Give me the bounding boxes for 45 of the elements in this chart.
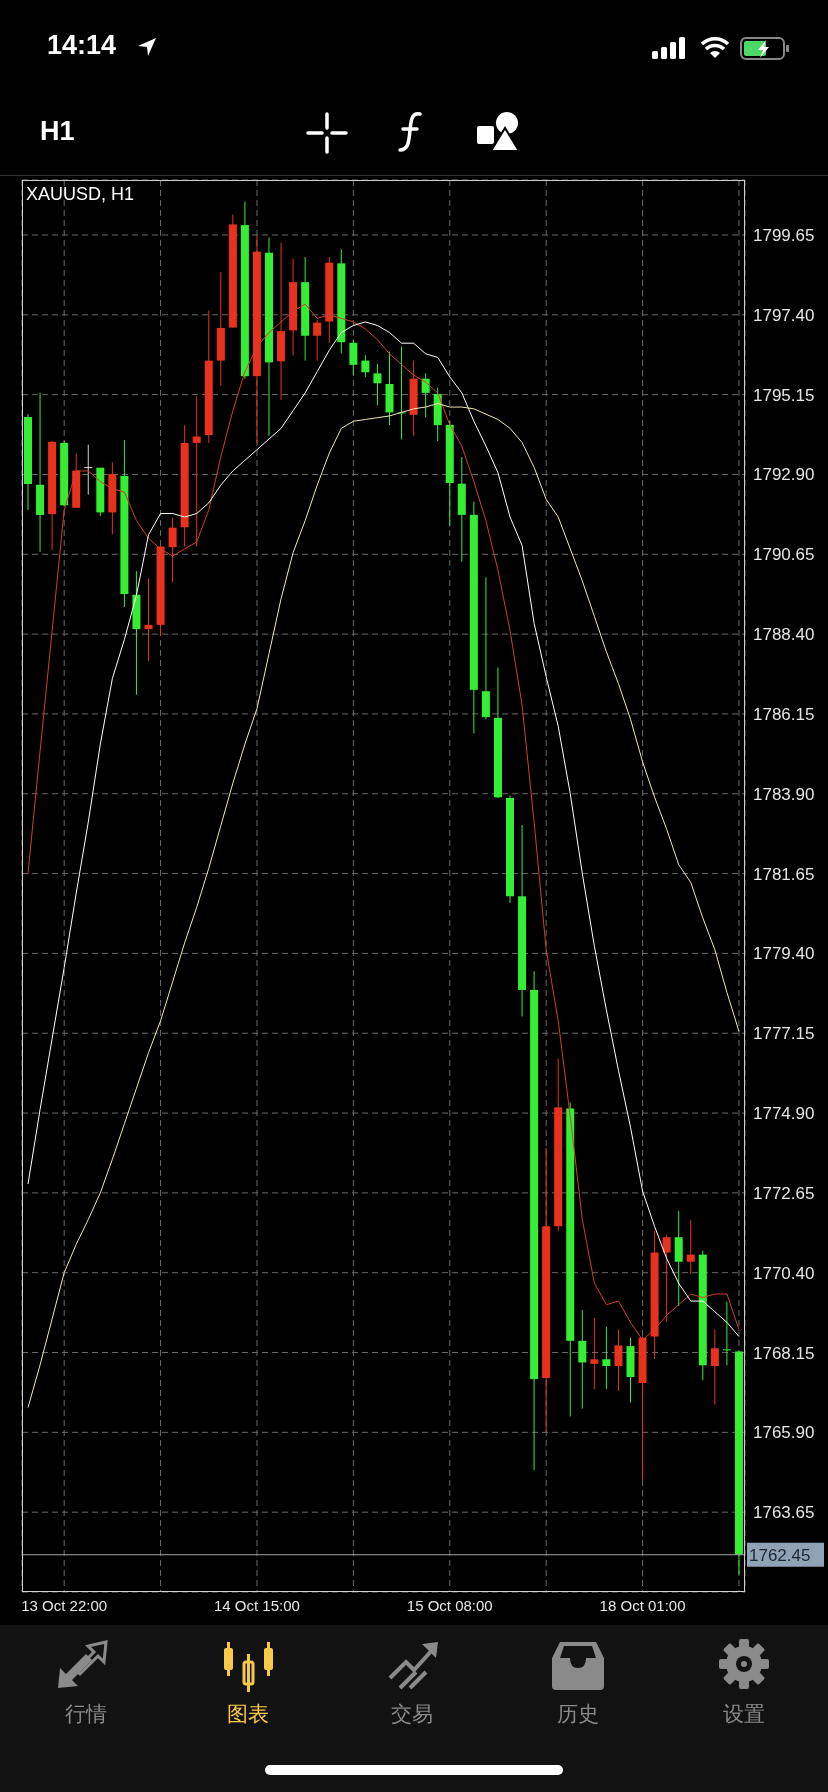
text: 图表: [226, 1701, 270, 1727]
x-tick-label: 15 Oct 08:00: [406, 1596, 493, 1614]
y-tick-label: 1779.40: [753, 944, 815, 964]
y-tick-label: 1765.90: [753, 1423, 815, 1443]
y-tick-label: 1770.40: [753, 1263, 815, 1283]
y-tick-label: 1795.15: [753, 385, 815, 405]
text: 行情: [64, 1701, 108, 1727]
candlestick: [578, 1309, 587, 1410]
y-tick-label: 1772.65: [753, 1183, 815, 1203]
text: H1: [40, 116, 75, 147]
y-tick-label: 1768.15: [753, 1343, 815, 1363]
text: 历史: [556, 1701, 600, 1727]
y-tick-label: 1797.40: [753, 305, 815, 325]
text: 交易: [390, 1701, 434, 1727]
y-tick-label: 1790.65: [753, 545, 815, 565]
x-tick-label: 18 Oct 01:00: [599, 1596, 686, 1614]
y-tick-label: 1786.15: [753, 704, 815, 724]
x-tick-label: 14 Oct 15:00: [214, 1596, 300, 1614]
x-tick-label: 13 Oct 22:00: [21, 1596, 108, 1614]
text: 14:14: [47, 30, 117, 61]
y-tick-label: 1799.65: [753, 226, 815, 246]
candlestick: [192, 395, 201, 547]
y-tick-label: 1783.90: [753, 784, 815, 804]
candlestick: [614, 1328, 623, 1392]
candlestick: [710, 1328, 719, 1406]
candlestick: [662, 1234, 671, 1323]
candlestick: [349, 339, 358, 376]
candlestick: [722, 1301, 731, 1366]
y-tick-label: 1774.90: [753, 1104, 815, 1124]
y-tick-label: 1763.65: [753, 1503, 815, 1523]
candlestick: [590, 1317, 599, 1390]
y-tick-label: 1788.40: [753, 625, 815, 645]
y-tick-label: 1781.65: [753, 864, 815, 884]
y-tick-label: 1777.15: [753, 1024, 815, 1044]
candlestick: [144, 577, 153, 662]
candlestick: [168, 517, 177, 583]
ref-line-label: 1762.45: [749, 1545, 811, 1565]
chart-title: XAUUSD, H1: [26, 184, 135, 205]
candlestick: [313, 319, 322, 362]
candlestick: [686, 1219, 695, 1275]
y-tick-label: 1792.90: [753, 465, 815, 485]
text: 设置: [722, 1701, 766, 1727]
candlestick: [373, 363, 382, 406]
candlestick: [602, 1326, 611, 1390]
candlestick: [361, 354, 370, 378]
